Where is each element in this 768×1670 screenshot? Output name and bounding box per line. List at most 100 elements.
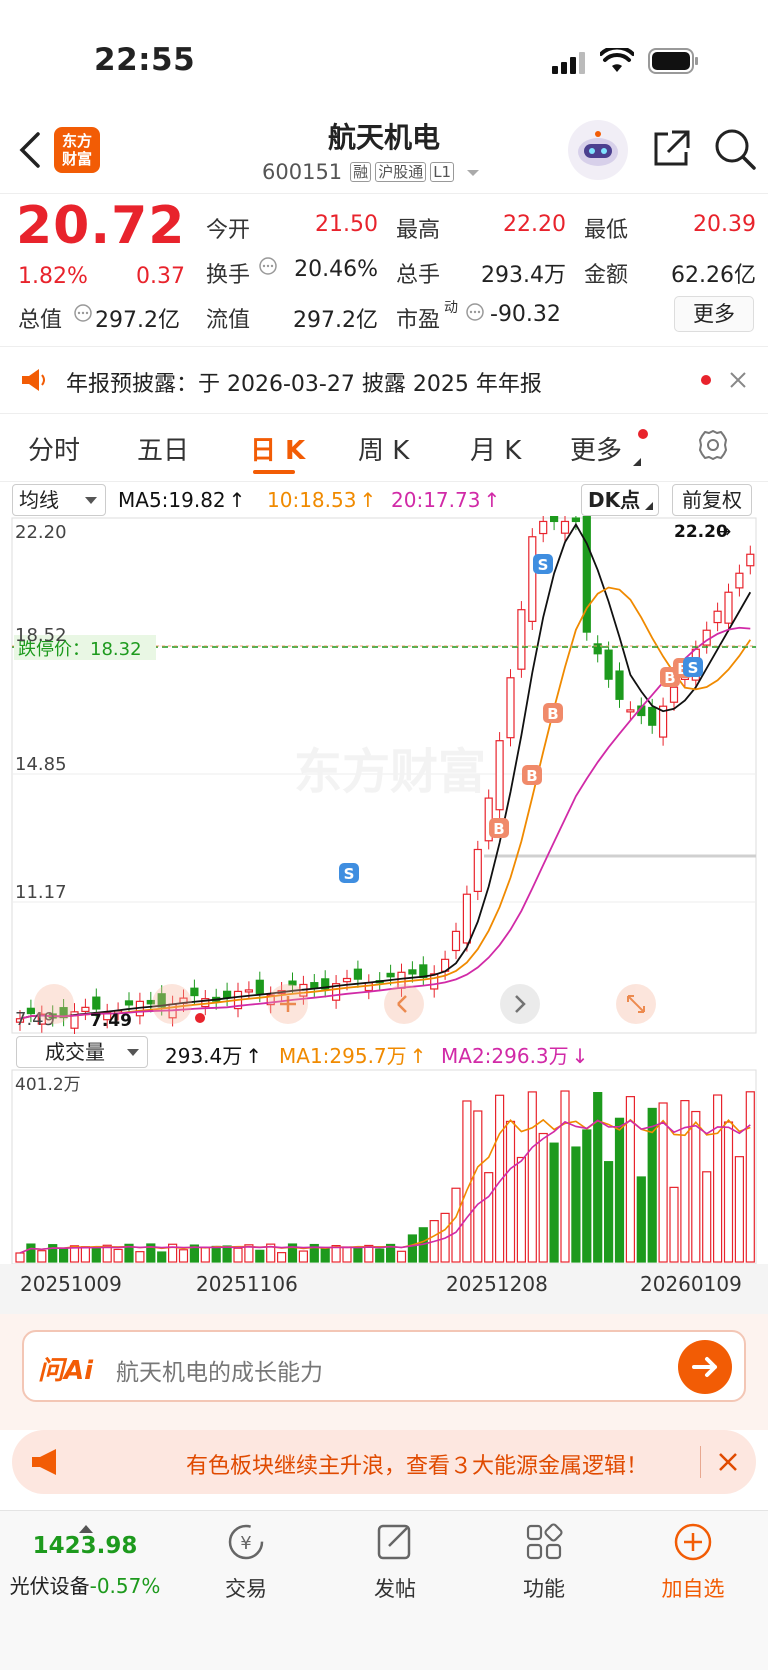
nav-add-favorite[interactable]: 加自选: [643, 1520, 743, 1603]
buy-signal-icon[interactable]: B: [543, 703, 563, 723]
assistant-avatar[interactable]: [568, 120, 628, 180]
ma-lines: [19, 522, 752, 1020]
settings-icon[interactable]: [696, 428, 730, 466]
volume-bar: [582, 1129, 592, 1263]
signal-markers: SBBBSBBS: [339, 554, 703, 883]
ask-ai-input[interactable]: 问Ai 航天机电的成长能力: [22, 1330, 746, 1402]
info-icon[interactable]: [465, 302, 485, 326]
volume-bar: [80, 1246, 91, 1263]
zoom-out-icon[interactable]: [152, 984, 192, 1024]
promo-banner[interactable]: 有色板块继续主升浪，查看３大能源金属逻辑！: [12, 1430, 756, 1494]
nav-post[interactable]: 发帖: [345, 1520, 445, 1603]
sell-signal-icon[interactable]: S: [339, 863, 359, 883]
nav-trade[interactable]: ¥ 交易: [196, 1520, 296, 1603]
current-price: 20.72: [16, 196, 186, 256]
ask-ai-logo: 问Ai: [38, 1356, 94, 1386]
candle-body: [462, 893, 471, 944]
unread-dot: [701, 375, 711, 385]
candle-body: [473, 848, 482, 893]
candle-body: [604, 649, 613, 680]
volume-bar: [287, 1243, 298, 1263]
candlestick-chart[interactable]: 东方财富 跌停价：18.32 22.20 18.52 14.85 11.17 7…: [0, 516, 768, 1034]
chart-controls[interactable]: [34, 984, 656, 1024]
app-logo[interactable]: 东方 财富: [54, 127, 100, 173]
candle-body: [746, 553, 755, 567]
volume-bar: [407, 1234, 417, 1263]
svg-text:¥: ¥: [240, 1533, 251, 1554]
quote-value-open: 21.50: [315, 212, 378, 237]
volume-bar: [244, 1244, 254, 1263]
info-icon[interactable]: [73, 303, 93, 327]
volume-bar: [364, 1244, 374, 1263]
volume-indicator-select[interactable]: 成交量: [16, 1036, 148, 1068]
indicator-select[interactable]: 均线: [12, 484, 106, 516]
volume-bar: [135, 1251, 145, 1263]
tab-five-day[interactable]: 五日: [137, 436, 190, 466]
ma20-line: [19, 626, 751, 1020]
tab-monthly-k[interactable]: 月 K: [470, 436, 522, 466]
volume-bar: [58, 1247, 69, 1263]
notice-text[interactable]: 年报预披露：于 2026-03-27 披露 2025 年年报: [66, 372, 542, 397]
candle-body: [658, 705, 668, 738]
dk-point-button[interactable]: DK点: [581, 484, 659, 516]
tab-more[interactable]: 更多: [570, 436, 623, 466]
price-adjust-button[interactable]: 前复权: [672, 484, 752, 516]
buy-signal-icon[interactable]: B: [522, 765, 542, 785]
candle-body: [408, 969, 417, 975]
candle-body: [332, 983, 341, 1001]
share-icon[interactable]: [650, 128, 692, 174]
quote-label-pe-sup: 动: [444, 300, 458, 316]
volume-bar: [636, 1176, 646, 1263]
nav-functions[interactable]: 功能: [494, 1520, 594, 1603]
scroll-right-icon[interactable]: [500, 984, 540, 1024]
tab-intraday[interactable]: 分时: [28, 436, 81, 466]
y-tick: 11.17: [15, 882, 67, 903]
more-button[interactable]: 更多: [674, 296, 754, 332]
svg-text:S: S: [538, 556, 549, 574]
candle-body: [26, 1007, 35, 1015]
svg-text:B: B: [547, 705, 558, 723]
volume-bar: [680, 1100, 690, 1263]
sell-signal-icon[interactable]: S: [533, 554, 553, 574]
volume-bar: [734, 1156, 745, 1263]
draw-tool-icon[interactable]: [34, 984, 74, 1024]
event-dot[interactable]: [195, 1013, 205, 1023]
candle-body: [81, 1006, 90, 1013]
index-value[interactable]: 1423.98: [32, 1533, 138, 1559]
buy-signal-icon[interactable]: B: [489, 818, 509, 838]
close-icon[interactable]: [718, 1452, 738, 1476]
y-tick: 14.85: [15, 754, 67, 775]
scroll-left-icon[interactable]: [384, 984, 424, 1024]
megaphone-icon: [30, 1448, 64, 1480]
expand-up-icon[interactable]: [79, 1518, 93, 1537]
svg-text:B: B: [664, 669, 675, 687]
candle-body: [724, 591, 733, 624]
volume-bar: [462, 1100, 472, 1263]
svg-text:B: B: [526, 767, 537, 785]
volume-bar: [712, 1094, 723, 1263]
back-icon[interactable]: [18, 130, 42, 174]
close-icon[interactable]: [729, 371, 747, 393]
info-icon[interactable]: [258, 256, 278, 280]
index-ticker[interactable]: 光伏设备-0.57%: [9, 1574, 161, 1598]
volume-bar: [702, 1171, 712, 1263]
volume-chart[interactable]: 401.2万: [0, 1068, 768, 1264]
volume-bar: [625, 1096, 636, 1263]
sell-signal-icon[interactable]: S: [683, 657, 703, 677]
tab-weekly-k[interactable]: 周 K: [358, 436, 410, 466]
chevron-down-icon: [85, 497, 97, 504]
volume-bar: [331, 1244, 341, 1263]
volume-bar: [571, 1146, 581, 1263]
volume-bar: [255, 1249, 265, 1263]
search-icon[interactable]: [713, 127, 757, 175]
tab-daily-k[interactable]: 日 K: [250, 436, 306, 466]
submit-arrow-icon[interactable]: [678, 1340, 732, 1394]
dropdown-icon[interactable]: [466, 163, 480, 182]
volume-bar: [375, 1248, 385, 1263]
quote-value-turnover: 20.46%: [294, 257, 378, 282]
candle-body: [528, 536, 537, 622]
candle-body: [549, 516, 559, 523]
divider: [0, 481, 768, 482]
candle-body: [255, 979, 264, 995]
candle-body: [582, 516, 591, 633]
